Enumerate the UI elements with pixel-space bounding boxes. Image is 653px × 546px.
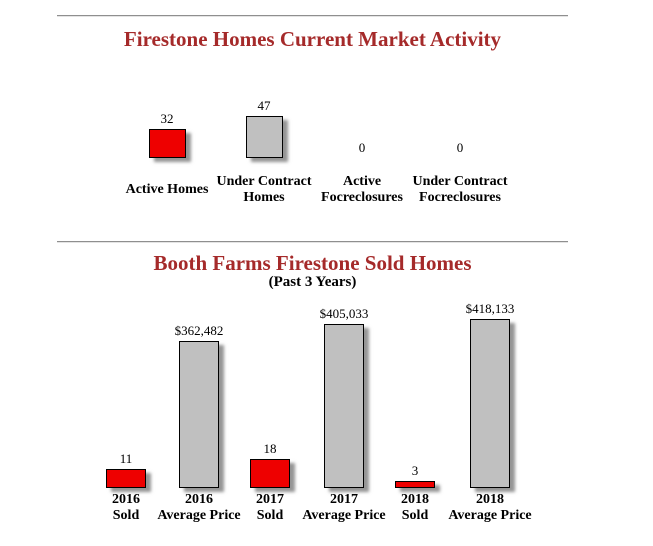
category-label: 2016 Average Price bbox=[139, 492, 259, 524]
category-label: 2017 Sold bbox=[210, 492, 330, 524]
category-label: Under Contract Homes bbox=[204, 172, 324, 208]
category-label: 2016 Sold bbox=[66, 492, 186, 524]
category-label-line: Active Homes bbox=[125, 182, 209, 197]
category-label-line: Active bbox=[342, 174, 382, 189]
bar bbox=[179, 341, 219, 488]
bar bbox=[245, 116, 283, 158]
bar bbox=[106, 469, 146, 488]
market-activity-chart-title: Firestone Homes Current Market Activity bbox=[123, 27, 502, 51]
chart-column: 47 bbox=[212, 58, 316, 158]
bar bbox=[324, 324, 364, 488]
bar-value-label: 0 bbox=[456, 140, 464, 155]
bar-value-label: $418,133 bbox=[465, 301, 515, 316]
chart-column: $418,133 bbox=[444, 300, 536, 488]
bar bbox=[395, 481, 435, 488]
chart-column: 11 bbox=[80, 300, 172, 488]
category-label-line: 2018 bbox=[401, 492, 429, 507]
category-label: Active Homes bbox=[107, 172, 227, 208]
category-label-line: Homes bbox=[243, 190, 285, 205]
bar-value-label: $405,033 bbox=[319, 306, 369, 321]
category-label-line: Average Price bbox=[302, 508, 386, 523]
category-label-line: Focreclosures bbox=[419, 190, 501, 205]
bar-value-label: $362,482 bbox=[174, 323, 224, 338]
category-label-line: Sold bbox=[112, 508, 140, 523]
category-label: 2018 Sold bbox=[355, 492, 475, 524]
category-label-line: Average Price bbox=[448, 508, 532, 523]
category-label-line: Focreclosures bbox=[321, 190, 403, 205]
report-content: Firestone Homes Current Market Activity … bbox=[57, 0, 568, 546]
category-label-line: 2017 bbox=[330, 492, 358, 507]
chart-column: 18 bbox=[224, 300, 316, 488]
category-label-line: Sold bbox=[401, 508, 429, 523]
sold-homes-chart-title: Booth Farms Firestone Sold Homes bbox=[153, 251, 472, 275]
chart-column: $362,482 bbox=[153, 300, 245, 488]
bar-value-label: 32 bbox=[160, 111, 174, 126]
bar-value-label: 11 bbox=[119, 451, 133, 466]
category-label-line: Sold bbox=[256, 508, 284, 523]
category-label-line: Under Contract bbox=[412, 174, 508, 189]
category-label: Active Focreclosures bbox=[302, 172, 422, 208]
category-label-line: 2016 bbox=[112, 492, 140, 507]
bar-value-label: 18 bbox=[263, 441, 277, 456]
bar-value-label: 0 bbox=[358, 140, 366, 155]
category-label: Under Contract Focreclosures bbox=[400, 172, 520, 208]
bar bbox=[250, 459, 290, 488]
bar bbox=[148, 129, 186, 158]
chart-column: 0 bbox=[310, 58, 414, 158]
sold-homes-chart-subtitle: (Past 3 Years) bbox=[268, 274, 357, 290]
category-label-line: Average Price bbox=[157, 508, 241, 523]
category-label-line: 2016 bbox=[185, 492, 213, 507]
category-label: 2017 Average Price bbox=[284, 492, 404, 524]
chart-column: 32 bbox=[115, 58, 219, 158]
category-label: 2018 Average Price bbox=[430, 492, 550, 524]
chart-column: 0 bbox=[408, 58, 512, 158]
bar bbox=[470, 319, 510, 488]
middle-divider bbox=[57, 241, 568, 242]
chart-column: 3 bbox=[369, 300, 461, 488]
top-divider bbox=[57, 15, 568, 16]
category-label-line: 2018 bbox=[476, 492, 504, 507]
category-label-line: Under Contract bbox=[216, 174, 312, 189]
chart-column: $405,033 bbox=[298, 300, 390, 488]
category-label-line: 2017 bbox=[256, 492, 284, 507]
bar-value-label: 3 bbox=[411, 463, 419, 478]
bar-value-label: 47 bbox=[257, 98, 271, 113]
